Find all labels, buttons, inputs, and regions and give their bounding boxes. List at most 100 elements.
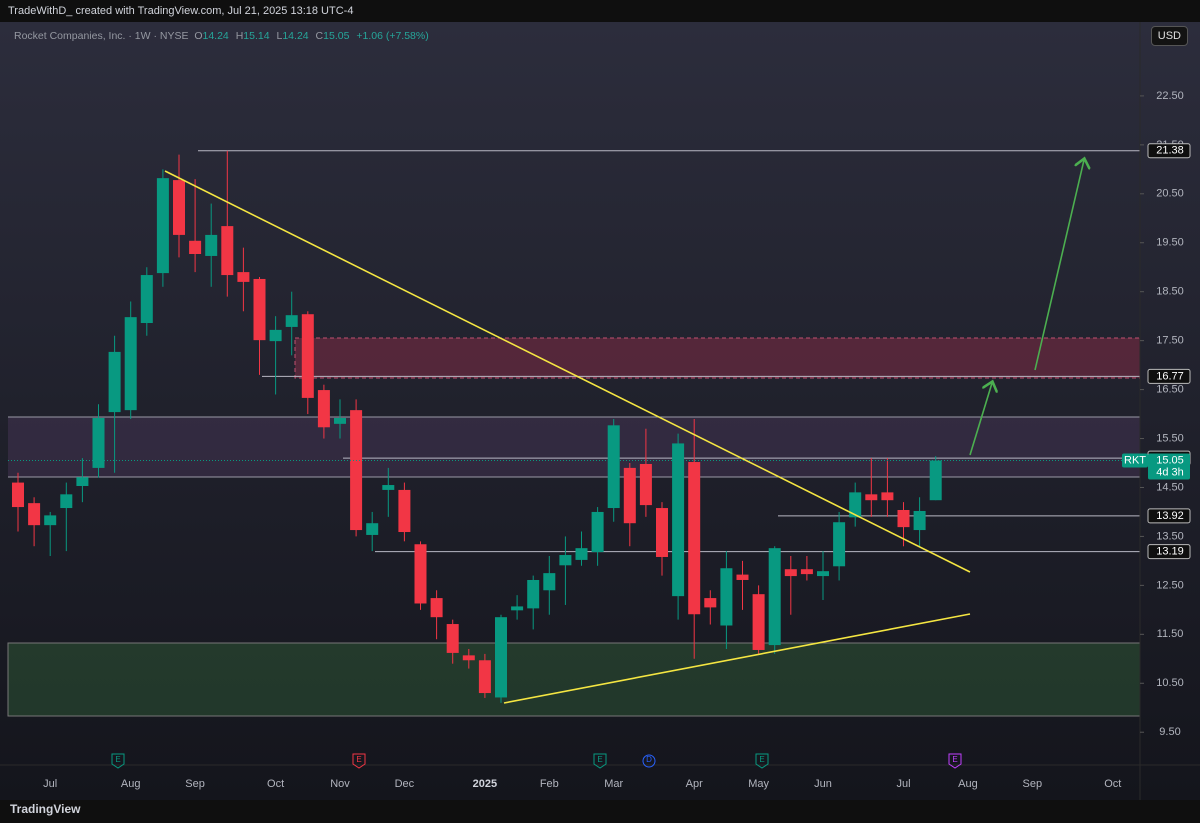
x-tick-label: Sep (1023, 778, 1043, 790)
candle-body (511, 606, 524, 611)
level-label: 16.77 (1156, 370, 1184, 382)
candle-body (543, 573, 556, 591)
event-label: E (115, 755, 120, 764)
header: TradeWithD_ created with TradingView.com… (8, 5, 354, 17)
y-tick-label: 9.50 (1159, 726, 1180, 738)
candle-body (768, 548, 781, 646)
legend-key: O (194, 30, 203, 42)
candle-body (317, 390, 330, 428)
candle-body (897, 509, 910, 528)
candle-body (736, 574, 749, 580)
x-tick-label: Jul (43, 778, 57, 790)
y-tick-label: 19.50 (1156, 237, 1184, 249)
candle-body (60, 494, 73, 509)
candle-body (817, 571, 829, 577)
candle-body (350, 410, 363, 531)
y-tick-label: 18.50 (1156, 286, 1184, 298)
currency-button[interactable]: USD (1150, 26, 1188, 46)
y-tick-label: 16.50 (1156, 383, 1184, 395)
candle-body (881, 492, 894, 501)
candle-body (253, 278, 266, 341)
event-label: E (952, 755, 957, 764)
event-label: D (646, 755, 652, 764)
x-tick-label: Jul (896, 778, 910, 790)
legend-value: 14.24 (202, 30, 229, 42)
candle-body (366, 523, 379, 535)
chart-background (0, 22, 1200, 800)
legend-value: 15.14 (243, 30, 270, 42)
candle-body (913, 510, 926, 531)
arrow (1034, 160, 1084, 371)
demand-zone (7, 642, 1141, 717)
range-zone (8, 417, 1140, 477)
candle-body (800, 569, 813, 575)
candle-body (28, 503, 41, 526)
candle-body (446, 624, 459, 653)
candle-body (44, 515, 57, 526)
candle-body (285, 315, 298, 327)
y-tick-label: 17.50 (1156, 335, 1184, 347)
x-tick-label: Feb (540, 778, 559, 790)
candle-body (382, 485, 395, 490)
trendline (164, 170, 971, 573)
x-tick-label: Aug (121, 778, 141, 790)
candle-body (704, 598, 717, 608)
candle-body (398, 489, 411, 533)
level-label: 13.92 (1156, 510, 1184, 522)
x-tick-label: Oct (267, 778, 284, 790)
candle-body (189, 240, 202, 255)
candle-body (720, 568, 733, 626)
candle-body (849, 492, 862, 518)
price-tag: 15.05 (1156, 454, 1184, 466)
price-tag-box (1148, 453, 1190, 480)
candle-body (140, 275, 153, 324)
candle-body (430, 598, 443, 618)
legend-change: +1.06 (+7.58%) (356, 30, 429, 42)
y-tick-label: 20.50 (1156, 188, 1184, 200)
candle-body (76, 477, 89, 487)
candle-body (414, 544, 427, 604)
y-tick-label: 12.50 (1156, 579, 1184, 591)
candle-body (527, 579, 540, 609)
candle-body (575, 548, 588, 560)
candle-body (301, 314, 314, 398)
x-tick-label: Jun (814, 778, 832, 790)
supply-zone (294, 337, 1141, 379)
x-tick-label: Nov (330, 778, 350, 790)
level-label-box (1147, 508, 1191, 524)
event-label: E (356, 755, 361, 764)
candle-body (124, 317, 137, 411)
x-tick-label: May (748, 778, 769, 790)
footer-logo: TradingView (10, 802, 81, 816)
x-tick-label: Sep (185, 778, 205, 790)
candle-body (92, 417, 105, 468)
legend-key: L (276, 30, 283, 42)
y-tick-label: 10.50 (1156, 677, 1184, 689)
candle-body (639, 463, 652, 506)
event-badge (593, 753, 607, 769)
x-tick-label: 2025 (473, 778, 497, 790)
x-tick-label: Aug (958, 778, 978, 790)
candle-body (108, 351, 121, 413)
event-badge (642, 754, 656, 768)
legend-value: 15.05 (323, 30, 350, 42)
arrow (969, 383, 992, 456)
symbol-title: Rocket Companies, Inc. · 1W · NYSE (14, 30, 189, 42)
y-tick-label: 15.50 (1156, 432, 1184, 444)
level-label: 21.38 (1156, 145, 1184, 157)
level-label-box (1147, 368, 1191, 384)
y-tick-label: 14.50 (1156, 481, 1184, 493)
legend-key: C (315, 30, 324, 42)
candle-body (156, 178, 169, 274)
level-label: 13.19 (1156, 546, 1184, 558)
candle-body (591, 511, 604, 553)
candle-body (334, 417, 346, 424)
symbol-tag-box (1122, 453, 1148, 468)
event-label: E (759, 755, 764, 764)
candle-body (462, 655, 475, 661)
legend-key: H (235, 30, 244, 42)
level-label-box (1147, 143, 1191, 159)
legend-value: 14.24 (282, 30, 309, 42)
